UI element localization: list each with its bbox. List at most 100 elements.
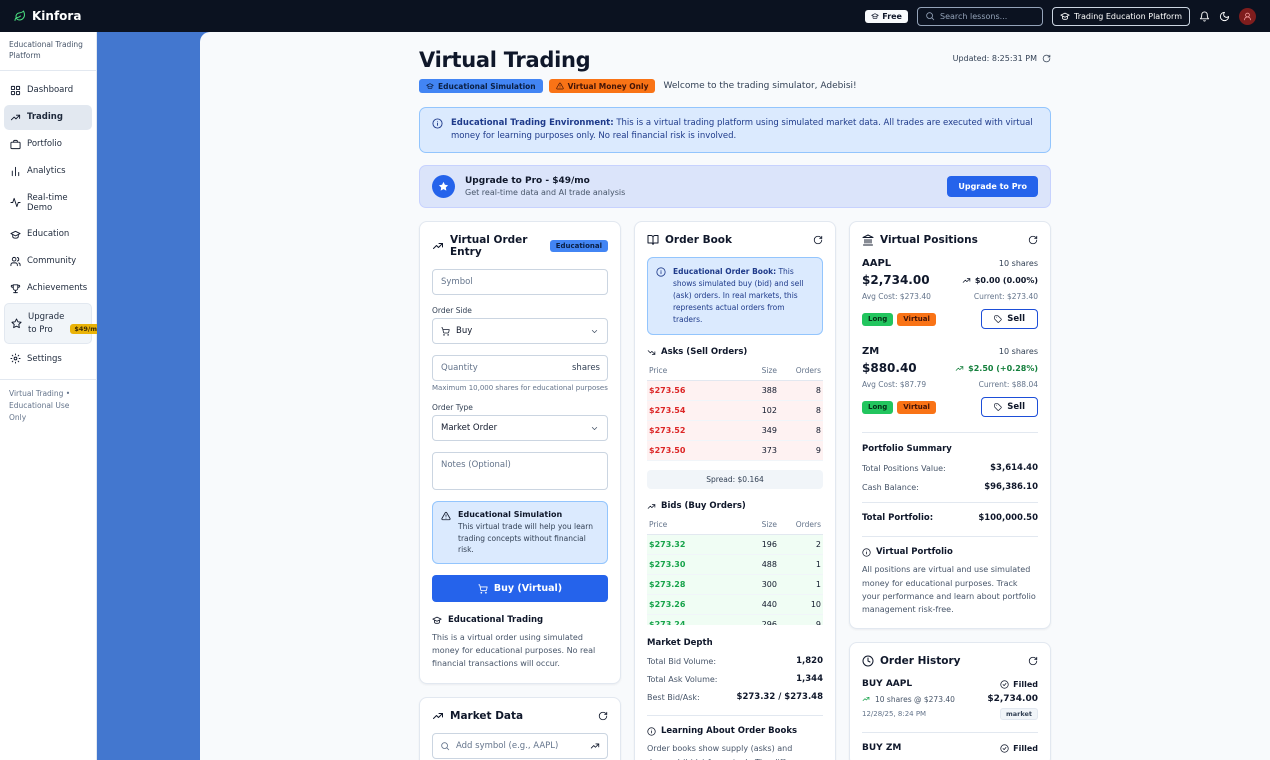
sidebar-item-community[interactable]: Community xyxy=(4,249,92,274)
ask-row: $273.50 373 9 xyxy=(647,441,823,462)
notifications-button[interactable] xyxy=(1199,11,1210,22)
info-icon xyxy=(432,118,443,129)
sidebar-item-upgrade-pro[interactable]: Upgrade to Pro $49/mo xyxy=(4,302,106,345)
free-plan-badge: Free xyxy=(865,9,908,23)
position-shares: 10 shares xyxy=(998,259,1038,269)
sidebar-tagline: Educational Trading Platform xyxy=(0,32,96,71)
sidebar-item-education[interactable]: Education xyxy=(4,222,92,247)
position-current: Current: $273.40 xyxy=(973,292,1038,302)
check-circle-icon xyxy=(1000,744,1009,753)
info-icon xyxy=(656,267,666,277)
buy-virtual-button[interactable]: Buy (Virtual) xyxy=(432,575,608,603)
virtual-portfolio-note: Virtual Portfolio All positions are virt… xyxy=(862,536,1038,616)
topbar-search[interactable] xyxy=(916,6,1043,26)
order-side-select[interactable]: Buy xyxy=(432,318,608,345)
refresh-icon xyxy=(1028,235,1038,245)
ask-row: $273.52 349 8 xyxy=(647,421,823,442)
depth-row: Best Bid/Ask: $273.32 / $273.48 xyxy=(647,692,823,703)
sell-button[interactable]: Sell xyxy=(981,397,1038,418)
long-badge: Long xyxy=(862,312,894,326)
ask-row: $273.54 102 8 xyxy=(647,401,823,422)
price-badge: $49/mo xyxy=(70,324,106,335)
bank-icon xyxy=(862,234,874,246)
avatar[interactable] xyxy=(1239,7,1256,25)
upgrade-banner: Upgrade to Pro - $49/mo Get real-time da… xyxy=(419,165,1051,209)
brand: Kinfora xyxy=(14,9,81,23)
symbol-input[interactable] xyxy=(432,269,608,296)
ask-row: $273.56 388 8 xyxy=(647,381,823,402)
sidebar: Educational Trading Platform Dashboard T… xyxy=(0,32,106,760)
card-title: Market Data xyxy=(450,709,524,722)
moon-icon xyxy=(1219,11,1230,22)
user-icon xyxy=(1243,12,1252,21)
summary-row: Total Positions Value: $3,614.40 xyxy=(862,463,1038,474)
platform-button[interactable]: Trading Education Platform xyxy=(1051,6,1190,26)
upgrade-to-pro-button[interactable]: Upgrade to Pro xyxy=(947,176,1038,198)
sidebar-item-analytics[interactable]: Analytics xyxy=(4,159,92,184)
search-input[interactable] xyxy=(939,11,1035,21)
main-area: Virtual Trading Updated: 8:25:31 PM Educ… xyxy=(97,32,1270,760)
order-timestamp: 12/28/25, 8:24 PM xyxy=(862,710,927,719)
sidebar-item-settings[interactable]: Settings xyxy=(4,346,92,371)
refresh-button[interactable] xyxy=(813,235,823,245)
position-value: $880.40 xyxy=(862,361,917,376)
long-badge: Long xyxy=(862,400,894,414)
refresh-icon[interactable] xyxy=(1042,54,1051,63)
warning-icon xyxy=(556,82,564,90)
bid-row: $273.32 196 2 xyxy=(647,535,823,556)
theme-toggle-button[interactable] xyxy=(1219,11,1230,22)
trend-down-icon xyxy=(647,348,656,357)
search-icon xyxy=(925,11,935,21)
order-action: BUY AAPL xyxy=(862,679,913,690)
position-symbol: AAPL xyxy=(862,258,892,270)
graduation-cap-icon xyxy=(1060,11,1070,21)
position-symbol: ZM xyxy=(862,346,880,358)
virtual-badge: Virtual xyxy=(897,312,936,326)
quantity-hint: Maximum 10,000 shares for educational pu… xyxy=(432,384,608,393)
sidebar-item-achievements[interactable]: Achievements xyxy=(4,276,92,301)
position-shares: 10 shares xyxy=(998,347,1038,357)
position-change: $2.50 (+0.28%) xyxy=(955,364,1038,373)
order-side-label: Order Side xyxy=(432,306,472,316)
refresh-icon xyxy=(813,235,823,245)
leaf-icon xyxy=(14,10,26,22)
sidebar-item-dashboard[interactable]: Dashboard xyxy=(4,78,92,103)
card-title: Virtual Positions xyxy=(880,234,978,247)
trend-up-icon xyxy=(862,695,870,703)
notes-textarea[interactable] xyxy=(432,452,608,491)
order-type-select[interactable]: Market Order xyxy=(432,415,608,442)
sell-button[interactable]: Sell xyxy=(981,309,1038,330)
asks-section-title: Asks (Sell Orders) xyxy=(647,347,823,357)
simulation-note: Educational Simulation This virtual trad… xyxy=(432,501,608,565)
refresh-button[interactable] xyxy=(1028,235,1038,245)
graduation-cap-icon xyxy=(432,615,442,625)
book-icon xyxy=(647,234,659,246)
add-symbol-button[interactable] xyxy=(590,741,600,751)
asks-table-header: Price Size Orders xyxy=(647,361,823,382)
virtual-money-badge: Virtual Money Only xyxy=(548,79,656,93)
refresh-button[interactable] xyxy=(1028,656,1038,666)
quantity-input[interactable] xyxy=(432,355,608,382)
sidebar-item-trading[interactable]: Trading xyxy=(4,104,92,130)
sidebar-item-portfolio[interactable]: Portfolio xyxy=(4,132,92,157)
sidebar-item-realtime-demo[interactable]: Real-time Demo xyxy=(4,186,92,220)
bids-table[interactable]: $273.32 196 2 $273.30 488 1 $273.28 300 1 $273… xyxy=(647,535,823,626)
trend-up-icon xyxy=(955,364,964,373)
bar-chart-icon xyxy=(10,166,21,177)
market-data-card: Market Data AAPL $273.4 xyxy=(419,696,621,760)
trend-up-icon xyxy=(432,710,444,722)
position-item: AAPL 10 shares $2,734.00 $0.00 (0.00%) xyxy=(862,258,1038,330)
educational-trading-note: Educational Trading This is a virtual or… xyxy=(432,615,596,669)
sidebar-footer: Virtual Trading • Educational Use Only xyxy=(0,379,96,431)
trend-up-icon xyxy=(962,276,971,285)
updated-timestamp: Updated: 8:25:31 PM xyxy=(953,48,1051,63)
summary-row: Cash Balance: $96,386.10 xyxy=(862,482,1038,493)
order-history-entry: BUY ZM Filled xyxy=(862,732,1038,753)
users-icon xyxy=(10,256,21,267)
info-icon xyxy=(862,548,871,557)
refresh-button[interactable] xyxy=(598,711,608,721)
info-icon xyxy=(647,727,656,736)
add-symbol-input[interactable] xyxy=(432,732,608,759)
order-detail: 10 shares @ $273.40 xyxy=(862,695,955,704)
chevron-down-icon xyxy=(590,327,599,336)
